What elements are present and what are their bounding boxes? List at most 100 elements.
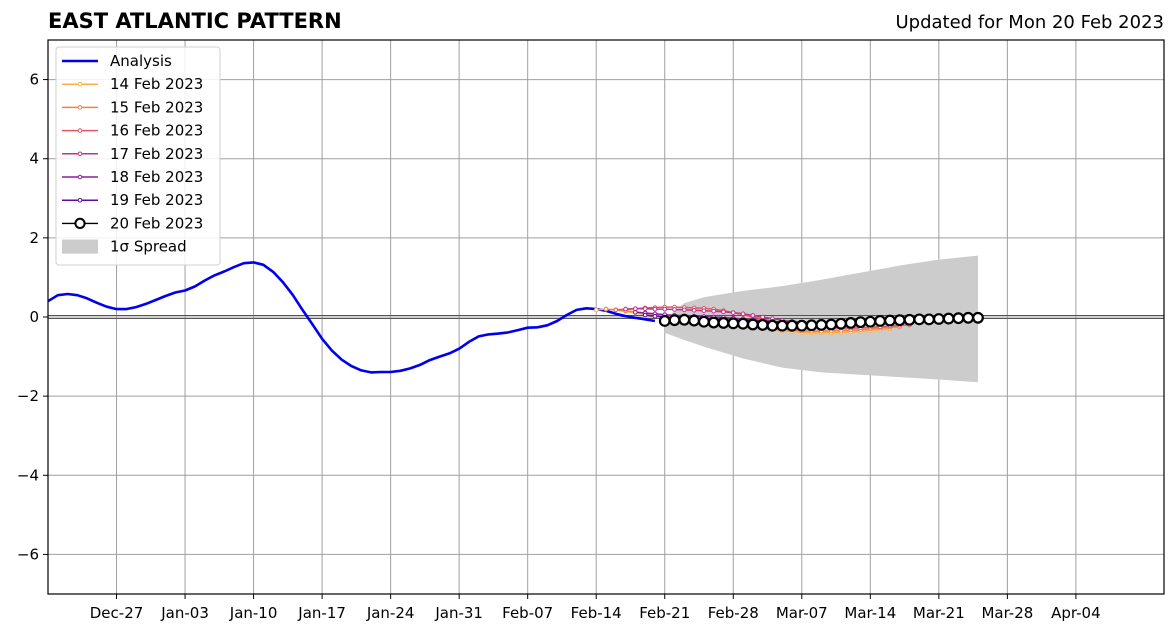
legend-18-feb-2023-label: 18 Feb 2023	[110, 168, 203, 186]
forecast-point	[613, 307, 619, 313]
forecast-point	[750, 313, 756, 318]
x-tick-label: Mar-21	[913, 604, 965, 622]
analysis-line	[47, 261, 656, 374]
legend-19-feb-2023-marker	[77, 197, 83, 203]
forecast-point-20-feb	[835, 317, 847, 330]
forecast-point-20-feb	[825, 318, 838, 331]
forecast-point-20-feb	[815, 319, 828, 331]
forecast-point-20-feb	[697, 315, 710, 328]
legend-19-feb-2023-label: 19 Feb 2023	[110, 191, 203, 209]
y-tick-label: 4	[29, 150, 39, 168]
forecast-point-20-feb	[795, 319, 808, 332]
forecast-point-20-feb	[972, 311, 984, 324]
forecast-point-20-feb	[786, 319, 798, 332]
legend-14-feb-2023-label: 14 Feb 2023	[110, 75, 203, 93]
forecast-point-20-feb	[913, 313, 926, 326]
legend-1-spread-swatch	[62, 239, 98, 254]
y-tick-label: 2	[29, 229, 39, 247]
x-tick-label: Feb-07	[502, 604, 553, 622]
forecast-point-20-feb	[874, 315, 887, 327]
forecast-point	[633, 306, 638, 311]
y-tick-label: −6	[17, 545, 39, 563]
forecast-point	[691, 307, 697, 313]
series-layer	[47, 261, 984, 374]
legend-17-feb-2023-label: 17 Feb 2023	[110, 145, 203, 163]
forecast-point-20-feb	[746, 318, 759, 331]
legend-15-feb-2023-marker	[77, 105, 83, 110]
legend-1-spread-label: 1σ Spread	[110, 238, 187, 256]
x-tick-label: Apr-04	[1051, 604, 1101, 622]
y-tick-label: −4	[17, 466, 39, 484]
forecast-point-20-feb	[688, 314, 701, 327]
legend-17-feb-2023-marker	[77, 151, 83, 157]
forecast-point-20-feb	[668, 314, 681, 327]
grid-layer	[48, 40, 1164, 594]
forecast-point	[730, 310, 736, 315]
forecast-point	[652, 306, 658, 312]
forecast-point-20-feb	[952, 312, 965, 325]
forecast-point	[672, 307, 677, 312]
legend-box	[55, 46, 221, 266]
forecast-point	[740, 311, 746, 317]
forecast-point	[760, 314, 765, 320]
forecast-point-20-feb	[776, 319, 789, 332]
forecast-point-20-feb	[903, 313, 916, 326]
forecast-point-20-feb	[727, 317, 740, 330]
forecast-point-20-feb	[854, 316, 867, 329]
forecast-point-20-feb	[932, 313, 945, 325]
legend: Analysis 14 Feb 2023 15 Feb 2023 16 Feb 202…	[55, 46, 221, 266]
chart-subtitle: Updated for Mon 20 Feb 2023	[895, 12, 1164, 33]
y-tick-label: −2	[17, 387, 39, 405]
forecast-point-20-feb	[717, 317, 730, 329]
y-tick-label: 0	[29, 308, 39, 326]
forecast-point-20-feb	[756, 319, 769, 331]
chart-title: EAST ATLANTIC PATTERN	[48, 9, 342, 33]
forecast-point-20-feb	[893, 314, 906, 327]
forecast-point	[721, 309, 726, 315]
x-tick-label: Jan-03	[160, 604, 209, 622]
forecast-point-20-feb	[766, 319, 779, 332]
forecast-point-20-feb	[923, 313, 935, 326]
y-tick-label: 6	[29, 71, 39, 89]
forecast-point-20-feb	[805, 319, 818, 332]
forecast-point	[642, 306, 648, 311]
forecast-point-20-feb	[942, 312, 955, 325]
legend-16-feb-2023-marker	[77, 128, 83, 133]
forecast-point-20-feb	[737, 317, 749, 330]
axis-layer: Dec-27 Jan-03 Jan-10 Jan-17 Jan-24 Jan-31 Feb-…	[17, 39, 1165, 622]
forecast-point	[682, 307, 687, 313]
forecast-point	[662, 306, 668, 312]
forecast-point	[642, 312, 648, 318]
legend-20-feb-2023-marker	[74, 217, 86, 229]
legend-16-feb-2023-label: 16 Feb 2023	[110, 122, 203, 140]
legend-14-feb-2023-marker	[77, 81, 83, 87]
x-tick-label: Jan-31	[434, 604, 483, 622]
legend-18-feb-2023-marker	[77, 174, 83, 180]
forecast-point-20-feb	[658, 315, 671, 327]
forecast-point	[603, 306, 609, 312]
legend-20-feb-2023-label: 20 Feb 2023	[110, 214, 203, 232]
legend-analysis-label: Analysis	[110, 52, 172, 70]
x-tick-label: Mar-14	[844, 604, 896, 622]
forecast-point	[633, 309, 638, 315]
forecast-point	[623, 306, 628, 312]
x-tick-label: Feb-14	[571, 604, 622, 622]
forecast-point-20-feb	[864, 315, 877, 328]
forecast-point	[593, 307, 599, 313]
forecast-point-20-feb	[707, 316, 720, 329]
legend-15-feb-2023-label: 15 Feb 2023	[110, 98, 203, 116]
x-tick-label: Feb-28	[708, 604, 759, 622]
forecast-point	[711, 308, 716, 314]
x-tick-label: Mar-28	[981, 604, 1033, 622]
forecast-point-20-feb	[678, 313, 691, 326]
x-tick-label: Jan-10	[229, 604, 278, 622]
forecast-point-20-feb	[962, 311, 975, 324]
forecast-point-20-feb	[883, 314, 896, 327]
forecast-point-20-feb	[844, 317, 857, 329]
x-tick-label: Dec-27	[90, 604, 144, 622]
x-tick-label: Mar-07	[776, 604, 828, 622]
forecast-point	[701, 308, 707, 313]
plot-frame	[47, 39, 1165, 595]
x-tick-label: Feb-21	[639, 604, 690, 622]
